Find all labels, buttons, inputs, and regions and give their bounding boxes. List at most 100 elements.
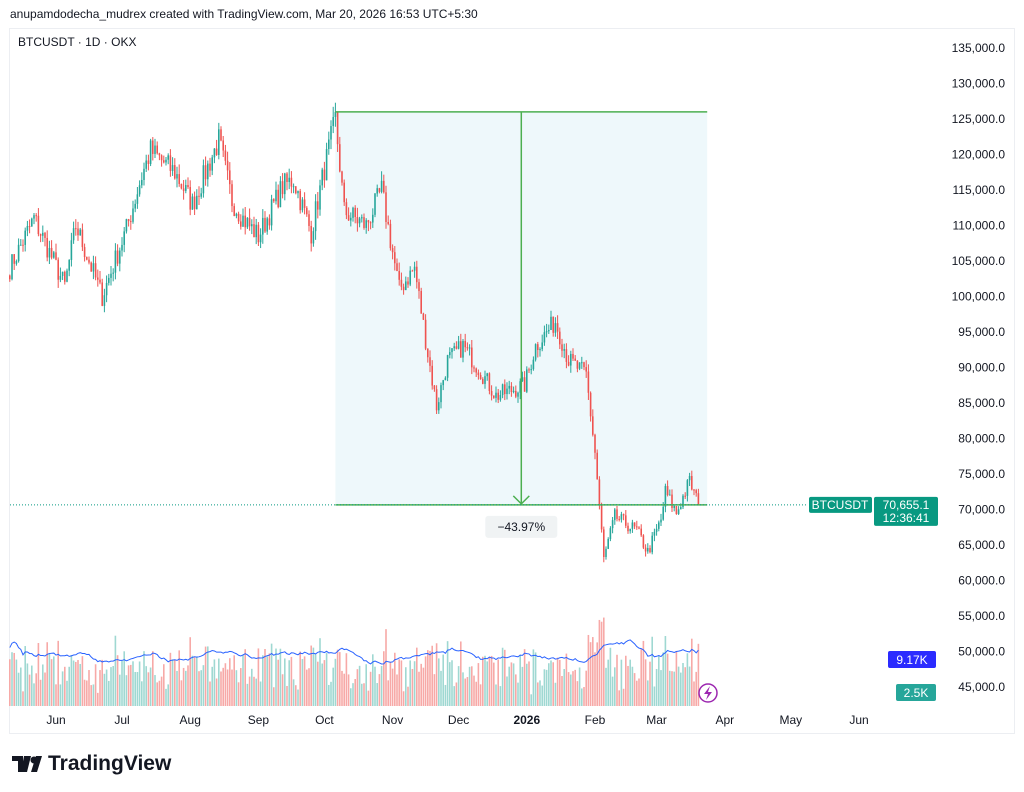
candle-body: [653, 531, 656, 536]
candle-body: [658, 522, 660, 529]
tradingview-logo[interactable]: TradingView: [12, 752, 171, 776]
candle-body: [585, 367, 587, 372]
candle-body: [193, 196, 196, 210]
candle-body: [616, 509, 618, 519]
candle-body: [174, 165, 176, 179]
volume-bar: [638, 678, 640, 706]
volume-bar: [649, 661, 651, 706]
volume-bar: [279, 648, 282, 706]
candle-body: [526, 369, 528, 392]
y-tick-label: 130,000.0: [952, 77, 1006, 91]
candle-body: [187, 185, 189, 188]
candle-body: [570, 353, 572, 366]
candle-body: [48, 247, 51, 258]
candle-body: [647, 548, 649, 552]
candle-body: [13, 254, 15, 264]
volume-bar: [570, 674, 572, 706]
candle-body: [354, 207, 356, 218]
volume-bar: [554, 682, 557, 706]
symbol-legend[interactable]: BTCUSDT · 1D · OKX: [18, 35, 137, 49]
candle-body: [352, 207, 354, 218]
candle-body: [495, 392, 497, 398]
candle-body: [176, 174, 178, 179]
volume-bar: [680, 672, 682, 706]
candle-body: [424, 319, 427, 349]
candle-body: [389, 223, 392, 249]
volume-bar: [226, 669, 229, 706]
candle-body: [548, 330, 550, 332]
candle-body: [66, 270, 68, 282]
volume-bar: [325, 652, 328, 706]
volume-bar: [640, 648, 642, 706]
volume-bar: [233, 655, 235, 706]
candle-body: [257, 224, 260, 243]
volume-bar: [273, 687, 275, 706]
candle-body: [361, 217, 363, 219]
volume-bar: [59, 684, 62, 706]
volume-bar: [196, 656, 198, 706]
candle-body: [323, 169, 326, 181]
candle-body: [167, 155, 169, 160]
candle-body: [405, 281, 407, 291]
chart-frame: [9, 28, 1015, 734]
candle-body: [673, 506, 675, 508]
candle-body: [587, 371, 590, 393]
volume-bar: [501, 647, 504, 706]
volume-bar: [394, 652, 396, 706]
volume-bar: [442, 654, 444, 706]
candle-body: [279, 181, 282, 208]
volume-bar: [53, 656, 55, 706]
credit-line: anupamdodecha_mudrex created with Tradin…: [10, 7, 478, 21]
volume-bar: [466, 677, 469, 706]
volume-bar: [105, 669, 108, 706]
volume-bar: [119, 674, 121, 706]
candle-body: [28, 226, 31, 228]
volume-bar: [627, 665, 629, 706]
volume-bar: [671, 671, 673, 706]
volume-bar: [620, 659, 623, 706]
volume-bar: [427, 650, 429, 706]
volume-bar: [556, 657, 559, 706]
volume-bar: [237, 682, 240, 706]
x-tick-label: Aug: [180, 713, 201, 727]
volume-bar: [182, 667, 185, 706]
volume-bar: [523, 649, 526, 706]
candle-body: [86, 257, 88, 260]
volume-bar: [669, 670, 671, 706]
y-tick-label: 90,000.0: [958, 361, 1005, 375]
candle-body: [466, 347, 469, 349]
volume-bar: [152, 651, 154, 706]
candle-body: [97, 277, 99, 280]
volume-bar: [666, 653, 669, 706]
candle-body: [244, 215, 246, 228]
candle-body: [213, 148, 216, 158]
candle-body: [440, 385, 442, 403]
volume-bar: [559, 659, 561, 706]
volume-bar: [413, 661, 416, 706]
volume-bar: [548, 663, 550, 706]
candle-body: [11, 254, 13, 280]
volume-bar: [185, 670, 187, 706]
candle-body: [567, 361, 570, 366]
volume-bar: [400, 660, 403, 706]
volume-bar: [26, 663, 29, 706]
volume-bar: [211, 666, 213, 706]
volume-bar: [374, 666, 376, 706]
candle-body: [57, 259, 59, 280]
volume-bar: [493, 662, 495, 706]
candle-body: [662, 506, 664, 520]
candle-body: [598, 479, 601, 505]
candle-body: [651, 535, 653, 553]
candle-body: [614, 509, 616, 521]
volume-bar: [473, 675, 475, 706]
volume-bar: [594, 652, 596, 706]
volume-bar: [499, 686, 502, 706]
candle-body: [499, 395, 502, 400]
volume-bar: [622, 688, 625, 706]
x-tick-label: Jun: [849, 713, 868, 727]
candle-body: [402, 286, 405, 291]
candle-body: [581, 362, 583, 364]
candle-body: [563, 349, 565, 351]
candle-body: [328, 139, 330, 150]
